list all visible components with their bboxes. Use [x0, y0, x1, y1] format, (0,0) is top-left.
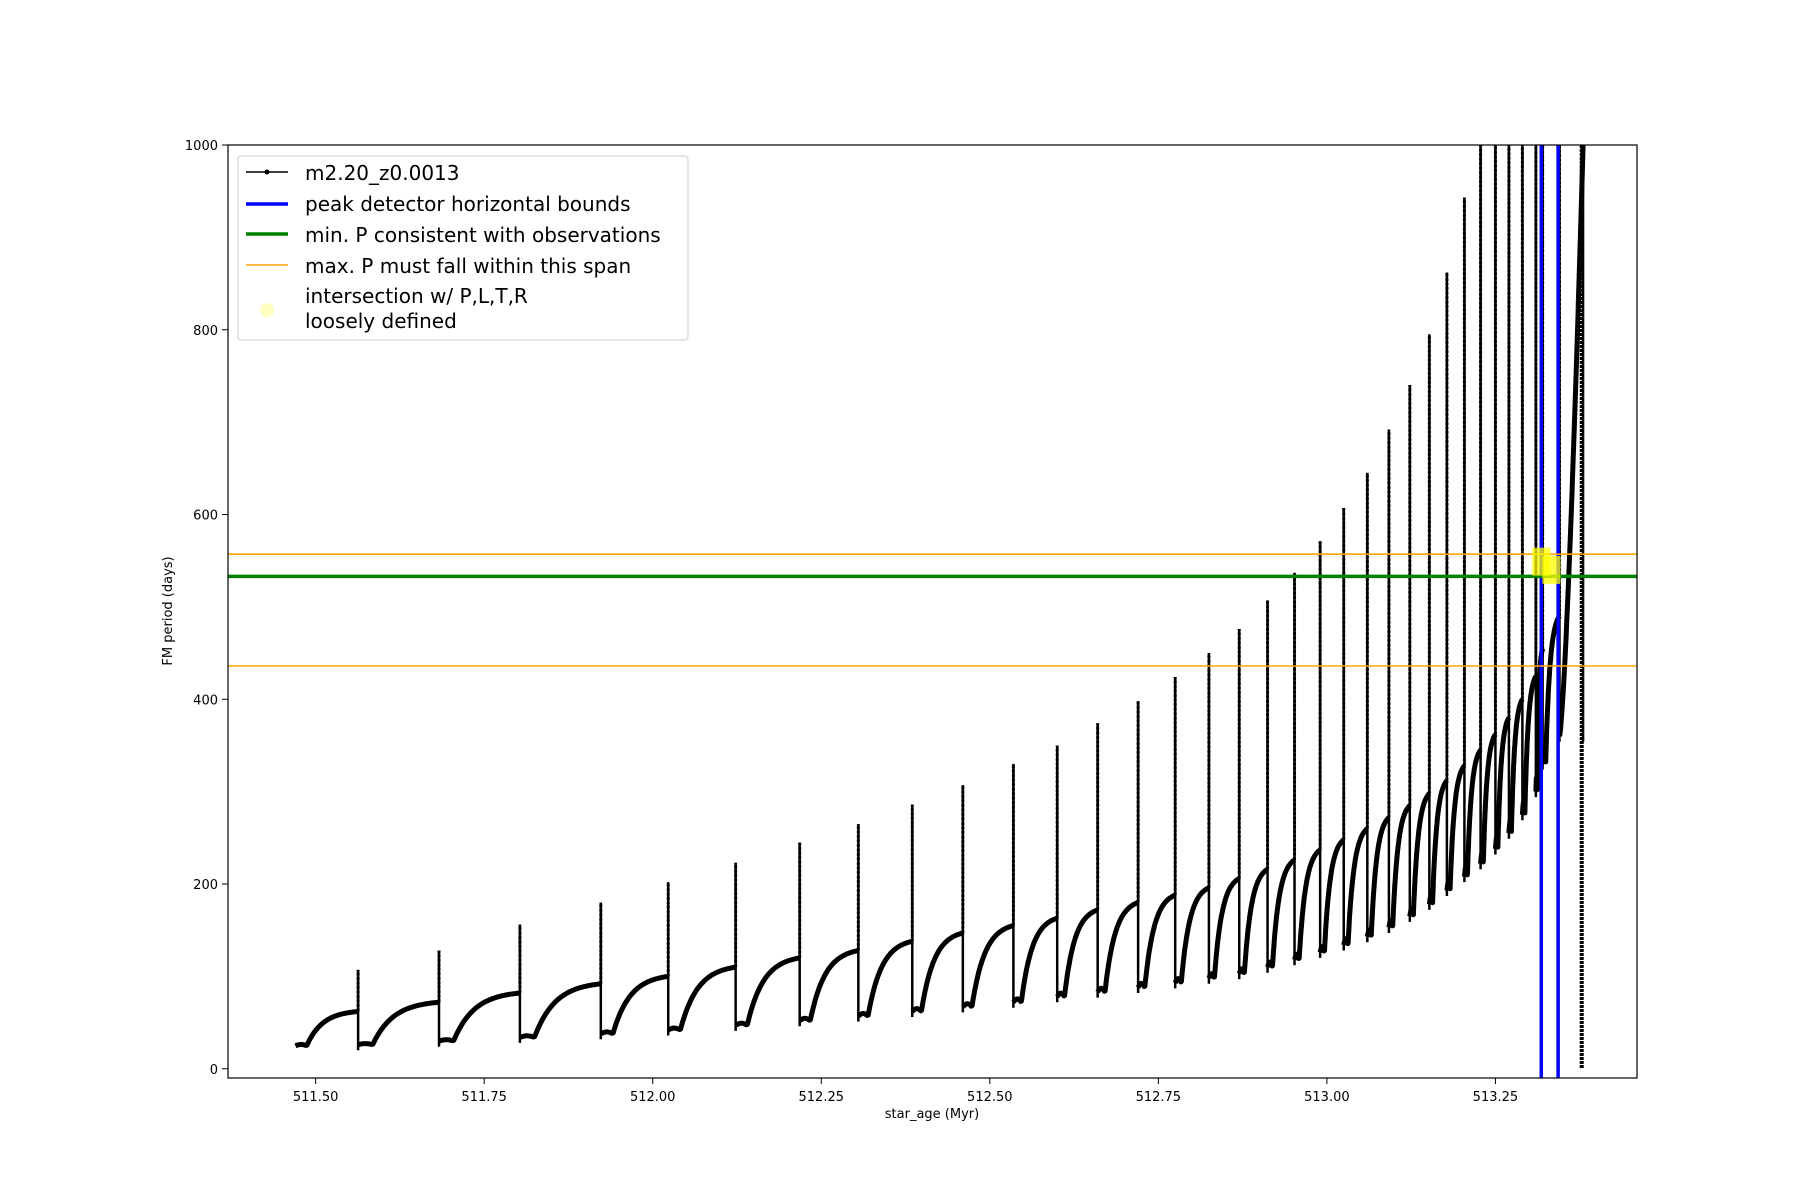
- series-cycle-curve: [1236, 867, 1270, 975]
- series-cycle-curve: [1478, 732, 1498, 865]
- series-cycle-curve: [1135, 892, 1178, 989]
- series-cycle-curve: [1055, 907, 1100, 999]
- x-tick-label: 513.25: [1473, 1090, 1519, 1105]
- x-tick-label: 512.25: [799, 1090, 845, 1105]
- plot-frame: [227, 144, 1638, 1079]
- series-cycle-curve: [1206, 876, 1242, 980]
- series-cycle-curve: [518, 981, 602, 1040]
- series-cycle-curve: [1172, 885, 1211, 985]
- series-cycle-curve: [1386, 803, 1412, 929]
- y-tick-label: 200: [193, 878, 218, 893]
- series-cycle-curve: [1426, 778, 1450, 906]
- legend-entry-orange: max. P must fall within this span: [246, 254, 631, 278]
- series-cycle-curve: [1557, 145, 1586, 737]
- series-cycle-curve: [1407, 791, 1432, 918]
- x-tick-label: 511.50: [293, 1090, 339, 1105]
- legend-label-yellow-line2: loosely defined: [305, 309, 457, 333]
- legend-marker-dot-icon: [264, 169, 270, 175]
- legend-label-blue: peak detector horizontal bounds: [305, 192, 631, 216]
- y-tick-label: 0: [210, 1063, 218, 1078]
- x-axis-label: star_age (Myr): [885, 1107, 979, 1122]
- legend-marker-yellow-icon: [260, 303, 274, 317]
- series-cycle-curve: [1011, 915, 1059, 1004]
- series-cycle-curve: [1364, 815, 1391, 938]
- x-tick-label: 513.00: [1304, 1090, 1350, 1105]
- series-cycle-curve: [1519, 674, 1539, 816]
- series-cycle-curve: [1506, 697, 1525, 834]
- series-cycle-curve: [1461, 747, 1483, 878]
- x-tick-label: 511.75: [461, 1090, 507, 1105]
- legend-label-orange: max. P must fall within this span: [305, 254, 631, 278]
- x-tick-label: 512.00: [630, 1090, 676, 1105]
- series-cycle-curve: [734, 955, 802, 1028]
- series-cycle-curve: [1265, 857, 1297, 969]
- series-cycle-curve: [437, 990, 522, 1044]
- legend-box: [237, 155, 689, 341]
- series-cycle-curve: [1492, 715, 1512, 850]
- reference-lines-layer: [228, 145, 1637, 1078]
- series-cycle-curve: [798, 948, 860, 1023]
- series-cycle-curve: [910, 930, 965, 1014]
- series-cycle-curve: [1444, 763, 1467, 892]
- y-tick-label: 1000: [185, 139, 218, 154]
- intersection-marker: [1542, 555, 1561, 584]
- series-cycle-curve: [294, 1009, 360, 1049]
- y-tick-label: 600: [193, 509, 218, 524]
- x-axis-ticks: 511.50 511.75 512.00 512.25 512.50 512.75 513.…: [293, 1078, 1518, 1105]
- legend-entry-series: m2.20_z0.0013: [246, 161, 460, 185]
- series-cycle-curve: [1292, 847, 1323, 961]
- legend-label-green: min. P consistent with observations: [305, 223, 661, 247]
- x-tick-label: 512.75: [1136, 1090, 1182, 1105]
- series-cycle-curve: [599, 973, 670, 1036]
- series-cycle-curve: [1095, 900, 1140, 994]
- series-cycle-curve: [1317, 837, 1346, 954]
- legend: m2.20_z0.0013 peak detector horizontal b…: [237, 155, 689, 341]
- y-axis-label: FM period (days): [161, 556, 176, 665]
- legend-entry-green: min. P consistent with observations: [246, 223, 661, 247]
- y-tick-label: 400: [193, 693, 218, 708]
- x-tick-label: 512.50: [967, 1090, 1013, 1105]
- series-cycle-curve: [961, 923, 1016, 1009]
- legend-label-series: m2.20_z0.0013: [305, 161, 460, 185]
- y-axis-ticks: 0 200 400 600 800 1000: [185, 139, 228, 1078]
- series-cycle-curve: [1341, 826, 1370, 947]
- series-cycle-curve: [666, 964, 737, 1033]
- series-cycle-curve: [357, 999, 441, 1048]
- series-cycle-curve: [856, 938, 914, 1019]
- legend-label-yellow-line1: intersection w/ P,L,T,R: [305, 284, 528, 308]
- legend-entry-yellow: intersection w/ P,L,T,R loosely defined: [260, 284, 528, 333]
- y-tick-label: 800: [193, 324, 218, 339]
- legend-entry-blue: peak detector horizontal bounds: [246, 192, 631, 216]
